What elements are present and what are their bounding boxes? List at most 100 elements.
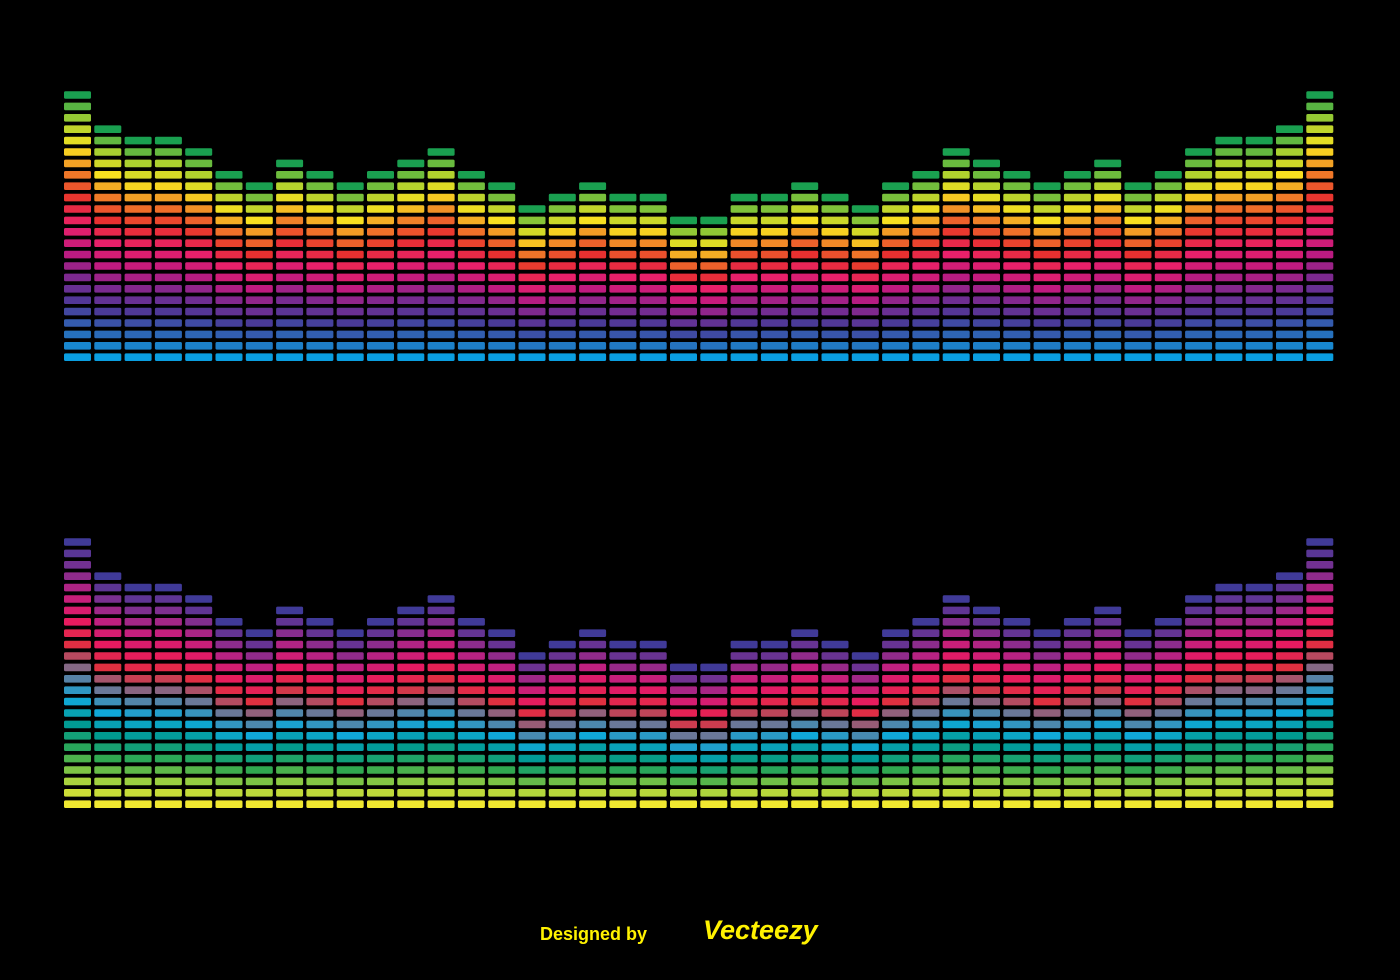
segment [851, 250, 879, 259]
segment [821, 732, 849, 740]
segment [548, 193, 576, 202]
segment [1154, 330, 1182, 339]
segment [1033, 743, 1061, 751]
segment [1063, 766, 1091, 774]
segment [639, 766, 667, 774]
segment [548, 652, 576, 660]
segment [306, 766, 334, 774]
segment [1003, 273, 1031, 282]
segment [336, 205, 364, 213]
segment [730, 675, 758, 683]
segment [154, 777, 182, 786]
segment [397, 652, 425, 660]
segment [851, 307, 879, 316]
segment [336, 754, 364, 763]
equalizer-column [215, 171, 243, 361]
segment [912, 743, 940, 751]
segment [973, 205, 1000, 213]
segment [336, 307, 364, 316]
segment [730, 250, 758, 259]
segment [791, 789, 819, 797]
segment [1154, 686, 1182, 694]
segment [1306, 549, 1334, 558]
equalizer-column [1094, 159, 1122, 361]
segment [94, 675, 122, 683]
segment [124, 228, 152, 236]
segment [427, 789, 455, 797]
segment [609, 777, 637, 786]
equalizer-column [609, 193, 637, 361]
segment [215, 709, 243, 717]
segment [609, 285, 637, 293]
segment [851, 652, 879, 660]
segment [760, 307, 788, 316]
segment [94, 125, 122, 133]
segment [942, 171, 970, 179]
segment [1185, 720, 1213, 729]
segment [1124, 319, 1152, 327]
equalizer-column [1094, 606, 1122, 808]
segment [367, 228, 394, 236]
segment [306, 675, 334, 683]
segment [457, 754, 485, 763]
segment [397, 228, 425, 236]
segment [942, 697, 970, 706]
segment [1276, 250, 1303, 259]
segment [760, 732, 788, 740]
segment [276, 273, 304, 282]
segment [457, 709, 485, 717]
segment [518, 675, 546, 683]
segment [912, 709, 940, 717]
segment [1094, 697, 1122, 706]
equalizer-column [367, 171, 394, 361]
segment [1215, 342, 1243, 350]
segment [397, 319, 425, 327]
segment [1185, 262, 1213, 270]
equalizer-column [457, 618, 485, 808]
segment [124, 216, 152, 225]
segment [1154, 732, 1182, 740]
segment [124, 171, 152, 179]
segment [579, 273, 607, 282]
segment [336, 777, 364, 786]
segment [124, 159, 152, 168]
segment [851, 296, 879, 304]
segment [94, 640, 122, 649]
segment [942, 285, 970, 293]
segment [1033, 663, 1061, 672]
segment [1215, 754, 1243, 763]
segment [427, 606, 455, 615]
segment [791, 640, 819, 649]
segment [154, 697, 182, 706]
segment [1185, 250, 1213, 259]
segment [94, 319, 122, 327]
segment [851, 262, 879, 270]
segment [1215, 743, 1243, 751]
segment [94, 353, 122, 361]
segment [942, 319, 970, 327]
segment [457, 640, 485, 649]
equalizer-column [518, 652, 546, 808]
segment [670, 789, 697, 797]
segment [670, 307, 697, 316]
segment [1306, 789, 1334, 797]
segment [912, 697, 940, 706]
segment [791, 709, 819, 717]
segment [457, 766, 485, 774]
segment [912, 353, 940, 361]
segment [548, 228, 576, 236]
segment [1245, 296, 1273, 304]
segment [579, 239, 607, 247]
segment [397, 618, 425, 626]
segment [1124, 743, 1152, 751]
segment [760, 777, 788, 786]
segment [1215, 663, 1243, 672]
segment [760, 800, 788, 808]
segment [64, 789, 91, 797]
segment [609, 228, 637, 236]
segment [1094, 777, 1122, 786]
segment [882, 675, 910, 683]
segment [397, 353, 425, 361]
segment [306, 182, 334, 190]
segment [942, 182, 970, 190]
